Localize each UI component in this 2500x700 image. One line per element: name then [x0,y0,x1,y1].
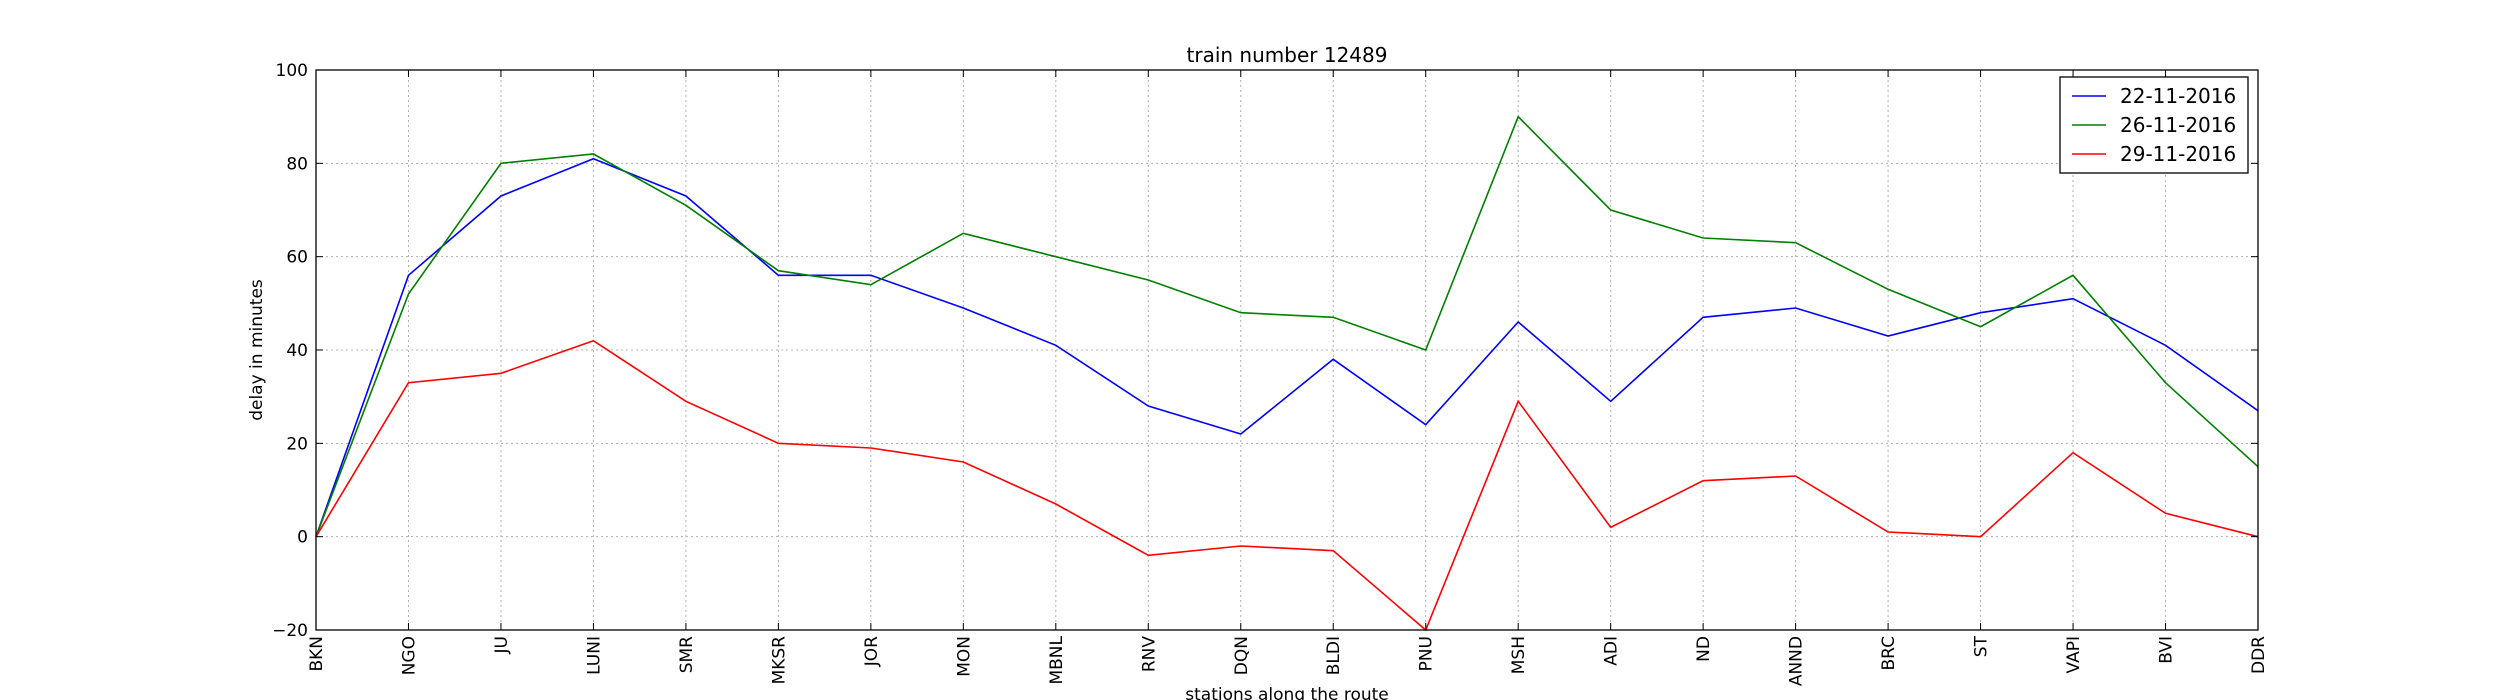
legend-label-1: 22-11-2016 [2120,84,2236,108]
y-tick-label: −20 [272,621,308,641]
legend: 22-11-2016 26-11-2016 29-11-2016 [2059,76,2249,174]
x-tick-label: MSH [1509,636,1529,674]
series-line-3 [315,339,2259,632]
y-axis-label: delay in minutes [247,279,267,421]
x-tick-label: ND [1694,636,1714,662]
x-tick-label: PNU [1417,636,1437,671]
x-tick-label: MBNL [1047,635,1067,684]
x-tick-label: NGO [399,636,419,675]
y-tick-label: 40 [286,341,308,361]
x-tick-label: BKN [307,636,327,672]
x-tick-label: SMR [677,636,697,673]
tick-layer: BKN NGO JU LUNI SMR MKSR JOR MON MBNL RNV DQN BLDI P… [272,61,2269,686]
y-tick-label: 100 [276,61,308,81]
series-line-2 [315,115,2259,537]
x-tick-label: ANND [1787,636,1807,686]
x-tick-label: BVI [2157,636,2177,664]
y-tick-label: 0 [297,528,308,548]
series-layer [315,115,2259,632]
x-axis-label: stations along the route [1185,685,1389,700]
x-tick-label: BLDI [1324,636,1344,675]
legend-label-3: 29-11-2016 [2120,142,2236,166]
x-tick-label: MON [954,636,974,677]
y-tick-label: 80 [286,154,308,174]
x-tick-label: LUNI [584,636,604,675]
chart-title: train number 12489 [1187,43,1388,67]
y-tick-label: 20 [286,434,308,454]
y-tick-label: 60 [286,248,308,268]
x-tick-label: JOR [862,636,882,667]
x-tick-label: JU [492,636,512,654]
x-tick-label: BRC [1879,636,1899,671]
series-line-1 [315,157,2259,537]
x-tick-label: RNV [1139,636,1159,673]
grid-layer [316,70,2258,630]
x-tick-label: DQN [1232,636,1252,675]
legend-label-2: 26-11-2016 [2120,113,2236,137]
x-tick-label: MKSR [769,636,789,685]
x-tick-label: ADI [1602,636,1622,666]
x-tick-label: ST [1972,635,1992,657]
x-tick-label: DDR [2249,636,2269,674]
x-tick-label: VAPI [2064,636,2084,673]
